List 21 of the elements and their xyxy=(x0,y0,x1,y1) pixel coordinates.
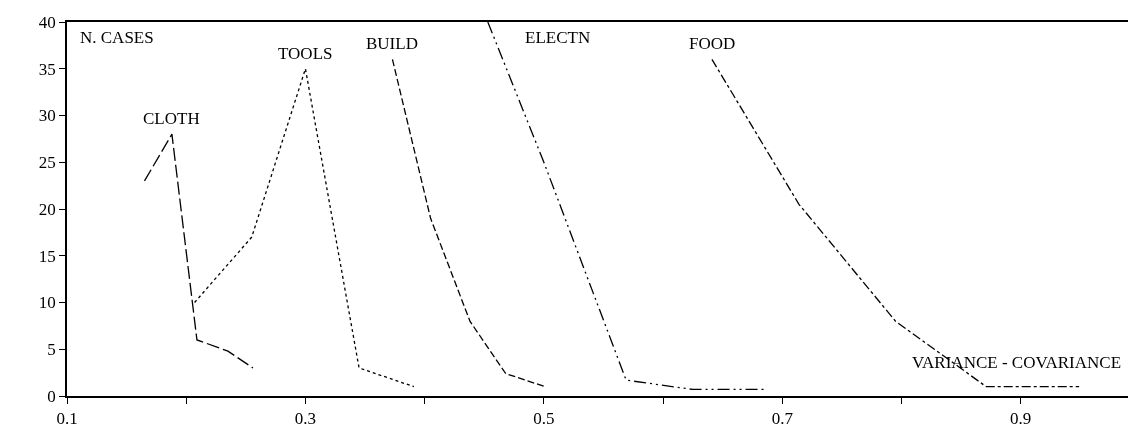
x-tick-label: 0.3 xyxy=(294,409,317,429)
series-label: CLOTH xyxy=(143,109,200,128)
y-tick-label: 10 xyxy=(38,293,56,313)
y-tick-label: 0 xyxy=(47,386,56,406)
x-axis-title: VARIANCE - COVARIANCE xyxy=(912,353,1122,372)
y-tick-label: 15 xyxy=(38,246,56,266)
x-tick-label: 0.1 xyxy=(56,409,78,429)
x-tick-label: 0.5 xyxy=(533,409,555,429)
y-tick-label: 20 xyxy=(38,199,56,219)
y-tick-label: 25 xyxy=(38,153,56,173)
y-tick-label: 5 xyxy=(47,340,56,360)
series-label: ELECTN xyxy=(525,28,591,47)
y-axis-title: N. CASES xyxy=(80,28,154,47)
x-tick-label: 0.7 xyxy=(771,409,794,429)
series-label: BUILD xyxy=(366,34,418,53)
series-label: TOOLS xyxy=(278,44,333,63)
y-tick-label: 35 xyxy=(38,59,56,79)
y-tick-label: 30 xyxy=(38,106,56,126)
series-label: FOOD xyxy=(689,34,736,53)
x-tick-label: 0.9 xyxy=(1010,409,1032,429)
y-tick-label: 40 xyxy=(38,12,56,32)
